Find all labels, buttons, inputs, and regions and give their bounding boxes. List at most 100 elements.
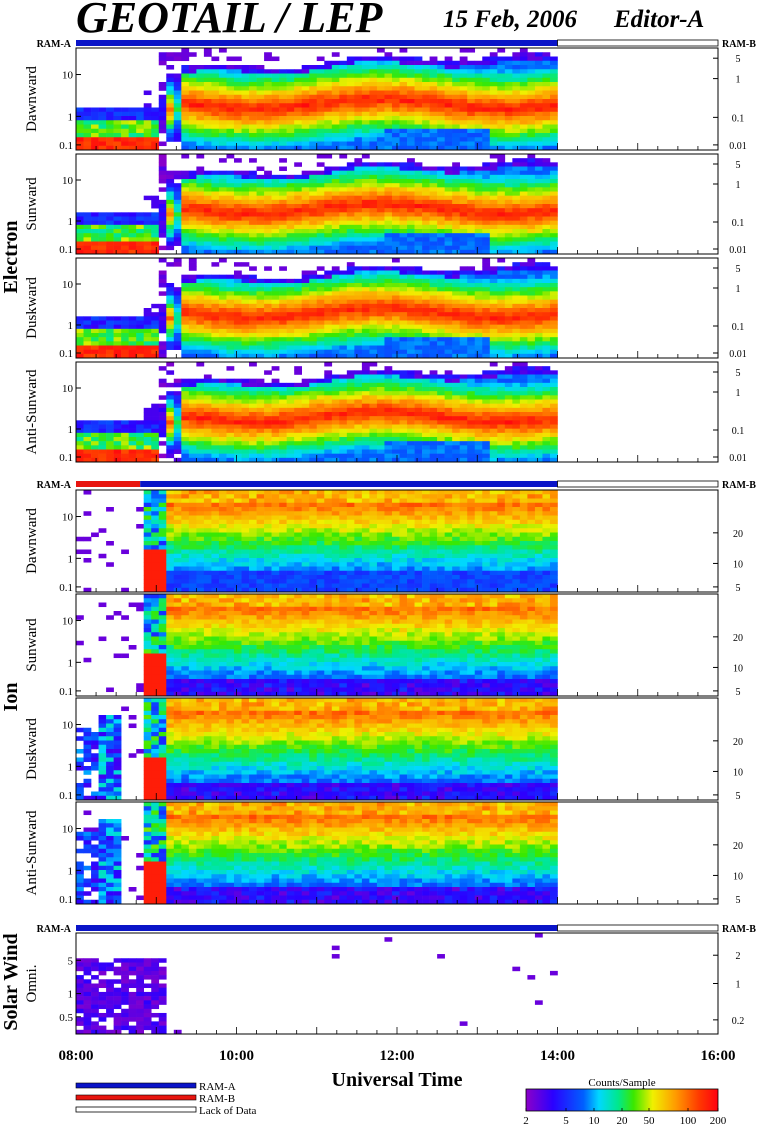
heatmap-cell: [301, 328, 310, 334]
heatmap-cell: [226, 249, 235, 255]
heatmap-cell: [399, 107, 408, 113]
heatmap-cell: [467, 73, 476, 79]
heatmap-cell: [309, 237, 318, 242]
heatmap-cell: [173, 191, 182, 196]
heatmap-cell: [467, 270, 476, 275]
heatmap-cell: [391, 382, 400, 388]
heatmap-cell: [309, 341, 318, 346]
heatmap-cell: [474, 166, 483, 171]
heatmap-cell: [196, 353, 205, 359]
heatmap-cell: [467, 457, 476, 463]
heatmap-cell: [113, 353, 122, 359]
heatmap-cell: [301, 316, 310, 321]
heatmap-cell: [279, 99, 287, 104]
heatmap-cell: [474, 308, 483, 313]
heatmap-cell: [309, 145, 318, 151]
heatmap-cell: [437, 199, 445, 205]
heatmap-cell: [279, 187, 287, 192]
heatmap-cell: [256, 291, 265, 296]
heatmap-cell: [459, 428, 468, 434]
heatmap-cell: [369, 220, 378, 226]
heatmap-cell: [346, 69, 355, 74]
heatmap-cell: [309, 445, 318, 450]
heatmap-cell: [489, 145, 498, 151]
heatmap-cell: [519, 94, 528, 100]
heatmap-cell: [324, 399, 333, 404]
heatmap-cell: [188, 179, 197, 184]
heatmap-cell: [218, 428, 227, 434]
heatmap-cell: [444, 420, 453, 425]
heatmap-cell: [391, 116, 400, 121]
heatmap-cell: [369, 303, 378, 309]
heatmap-cell: [271, 191, 280, 196]
heatmap-cell: [399, 90, 408, 96]
heatmap-cell: [271, 328, 280, 334]
heatmap-cell: [226, 187, 235, 192]
heatmap-cell: [218, 94, 227, 100]
heatmap-cell: [384, 107, 393, 113]
heatmap-cell: [482, 299, 491, 305]
heatmap-cell: [76, 216, 84, 221]
heatmap-cell: [241, 82, 250, 87]
heatmap-cell: [504, 208, 513, 213]
heatmap-cell: [301, 145, 310, 151]
heatmap-cell: [301, 428, 310, 434]
heatmap-cell: [256, 90, 265, 96]
heatmap-cell: [444, 212, 453, 217]
heatmap-cell: [489, 216, 498, 221]
heatmap-cell: [512, 174, 521, 180]
heatmap-cell: [316, 432, 325, 438]
heatmap-cell: [181, 145, 190, 151]
heatmap-cell: [459, 266, 468, 271]
heatmap-cell: [83, 216, 92, 221]
heatmap-cell: [391, 266, 400, 271]
heatmap-cell: [384, 141, 393, 147]
heatmap-cell: [527, 345, 536, 350]
heatmap-cell: [249, 403, 257, 409]
heatmap-cell: [399, 303, 408, 309]
heatmap-cell: [249, 316, 257, 321]
heatmap-cell: [422, 345, 430, 350]
heatmap-cell: [271, 124, 280, 130]
heatmap-cell: [489, 437, 498, 442]
heatmap-cell: [271, 324, 280, 330]
heatmap-cell: [346, 382, 355, 388]
heatmap-cell: [324, 283, 333, 288]
ram-segment: [76, 925, 558, 931]
heatmap-cell: [143, 345, 152, 350]
heatmap-cell: [106, 420, 114, 425]
heatmap-cell: [346, 179, 355, 184]
heatmap-cell: [452, 208, 460, 213]
heatmap-cell: [256, 412, 265, 417]
ram-segment: [557, 480, 719, 488]
heatmap-cell: [504, 441, 513, 446]
heatmap-cell: [203, 457, 212, 463]
heatmap-cell: [264, 111, 272, 117]
heatmap-cell: [391, 303, 400, 309]
heatmap-cell: [407, 316, 415, 321]
heatmap-cell: [264, 229, 272, 234]
heatmap-cell: [497, 107, 506, 113]
heatmap-cell: [143, 353, 152, 359]
heatmap-cell: [384, 382, 393, 388]
heatmap-cell: [474, 324, 483, 330]
heatmap-cell: [407, 278, 415, 284]
heatmap-cell: [151, 245, 160, 251]
heatmap-cell: [527, 124, 536, 130]
heatmap-cell: [459, 224, 468, 230]
heatmap-cell: [294, 224, 302, 230]
heatmap-cell: [497, 324, 506, 330]
heatmap-cell: [188, 420, 197, 425]
heatmap-cell: [467, 145, 476, 151]
heatmap-cell: [354, 349, 363, 355]
heatmap-cell: [459, 453, 468, 459]
heatmap-cell: [181, 424, 190, 429]
heatmap-cell: [181, 233, 190, 238]
heatmap-cell: [489, 308, 498, 313]
heatmap-cell: [121, 328, 129, 334]
heatmap-cell: [226, 73, 235, 79]
heatmap-cell: [203, 224, 212, 230]
heatmap-cell: [226, 103, 235, 108]
heatmap-cell: [354, 73, 363, 79]
heatmap-cell: [256, 116, 265, 121]
